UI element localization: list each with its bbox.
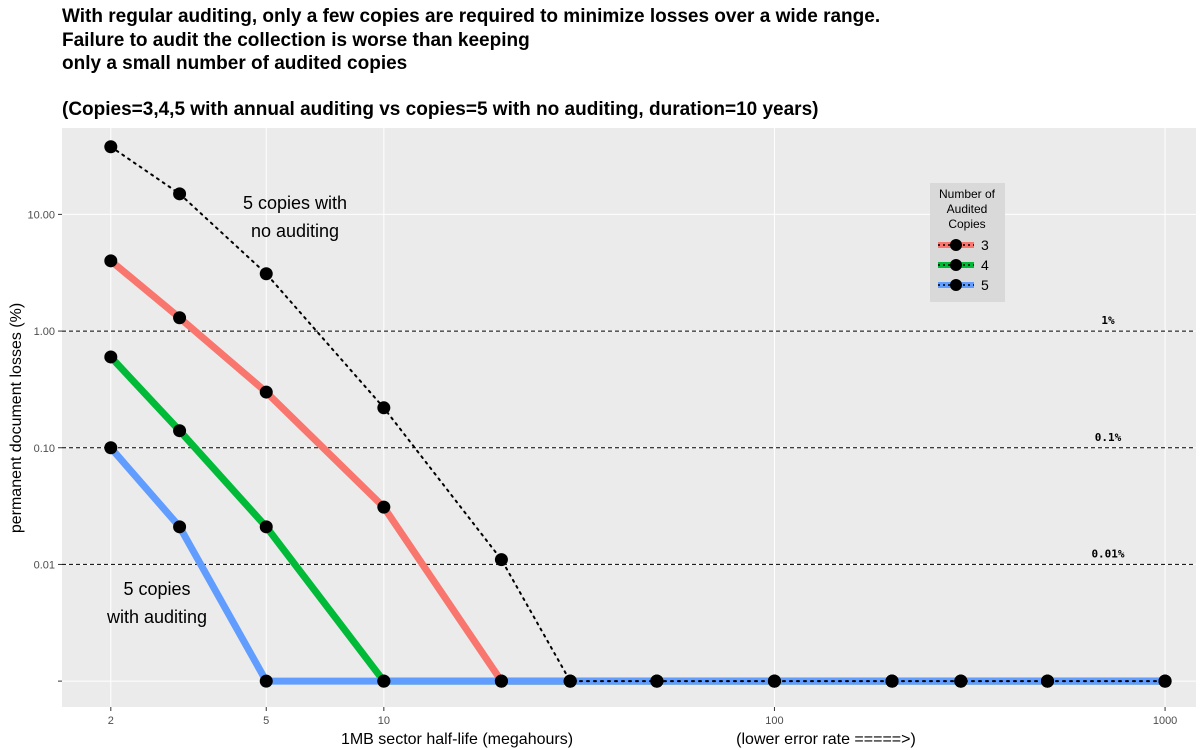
x-axis-extra-label: (lower error rate =====>) — [736, 731, 916, 748]
data-point-5-copies — [259, 674, 273, 688]
legend: Number of Audited Copies 3 4 5 — [930, 183, 1005, 302]
y-tick-label: 0.10 — [34, 443, 55, 455]
reference-line-label: 1% — [1101, 314, 1115, 327]
x-tick-label: 1000 — [1153, 715, 1177, 727]
axis-ticks: 2 5 10 100 1000 0.01 0.10 1.00 10.00 — [27, 209, 1177, 727]
chart-title-line-2: Failure to audit the collection is worse… — [62, 30, 530, 51]
series-line-5-copies — [108, 445, 1166, 685]
x-tick-label: 5 — [263, 715, 269, 727]
data-point-5-copies — [104, 441, 118, 455]
data-point-3-copies — [377, 500, 391, 514]
reference-line-label: 0.1% — [1095, 431, 1122, 444]
annotation-no-audit-line-1: 5 copies with — [243, 193, 347, 213]
legend-marker-5 — [950, 279, 962, 291]
data-point-no-auditing — [259, 267, 273, 281]
chart-title-line-1: With regular auditing, only a few copies… — [62, 6, 881, 27]
y-tick-label: 10.00 — [27, 209, 55, 221]
data-point-5-copies — [173, 520, 187, 534]
series-layer — [104, 140, 1172, 688]
legend-marker-4 — [950, 259, 962, 271]
data-point-5-copies — [377, 674, 391, 688]
data-point-5-copies — [494, 674, 508, 688]
data-point-3-copies — [259, 385, 273, 399]
chart-title-line-3: only a small number of audited copies — [62, 53, 408, 74]
data-point-no-auditing — [104, 140, 118, 154]
x-axis-label: 1MB sector half-life (megahours) — [341, 731, 573, 748]
plot-panel — [62, 128, 1196, 707]
data-point-4-copies — [173, 424, 187, 438]
chart-subtitle: (Copies=3,4,5 with annual auditing vs co… — [62, 99, 819, 120]
data-point-no-auditing — [767, 674, 781, 688]
data-point-4-copies — [259, 520, 273, 534]
data-point-3-copies — [104, 254, 118, 268]
data-point-no-auditing — [377, 401, 391, 415]
reference-lines: 1% 0.1% 0.01% — [62, 314, 1196, 565]
data-point-no-auditing — [1040, 674, 1054, 688]
annotation-with-audit-line-2: with auditing — [106, 607, 207, 627]
x-tick-label: 100 — [765, 715, 783, 727]
legend-label-5: 5 — [981, 277, 989, 293]
x-tick-label: 10 — [378, 715, 390, 727]
data-point-no-auditing — [1158, 674, 1172, 688]
legend-title-line-1: Number of — [939, 187, 996, 201]
x-tick-label: 2 — [108, 715, 114, 727]
data-point-no-auditing — [650, 674, 664, 688]
annotation-with-audit-line-1: 5 copies — [123, 579, 190, 599]
legend-marker-3 — [950, 239, 962, 251]
legend-title-line-3: Copies — [948, 217, 985, 231]
data-point-no-auditing — [885, 674, 899, 688]
y-axis-label: permanent document losses (%) — [8, 303, 25, 533]
data-point-3-copies — [173, 311, 187, 325]
series-line-no-auditing — [109, 145, 1167, 683]
data-point-4-copies — [104, 350, 118, 364]
legend-items: 3 4 5 — [938, 237, 989, 293]
data-point-no-auditing — [954, 674, 968, 688]
data-point-no-auditing — [173, 187, 187, 201]
y-tick-label: 1.00 — [34, 326, 55, 338]
annotation-no-audit-line-2: no auditing — [251, 221, 339, 241]
legend-label-4: 4 — [981, 257, 989, 273]
reference-line-label: 0.01% — [1091, 547, 1124, 560]
data-point-no-auditing — [494, 553, 508, 567]
y-tick-label: 0.01 — [34, 559, 55, 571]
legend-title-line-2: Audited — [947, 202, 988, 216]
legend-label-3: 3 — [981, 237, 989, 253]
data-point-no-auditing — [563, 674, 577, 688]
